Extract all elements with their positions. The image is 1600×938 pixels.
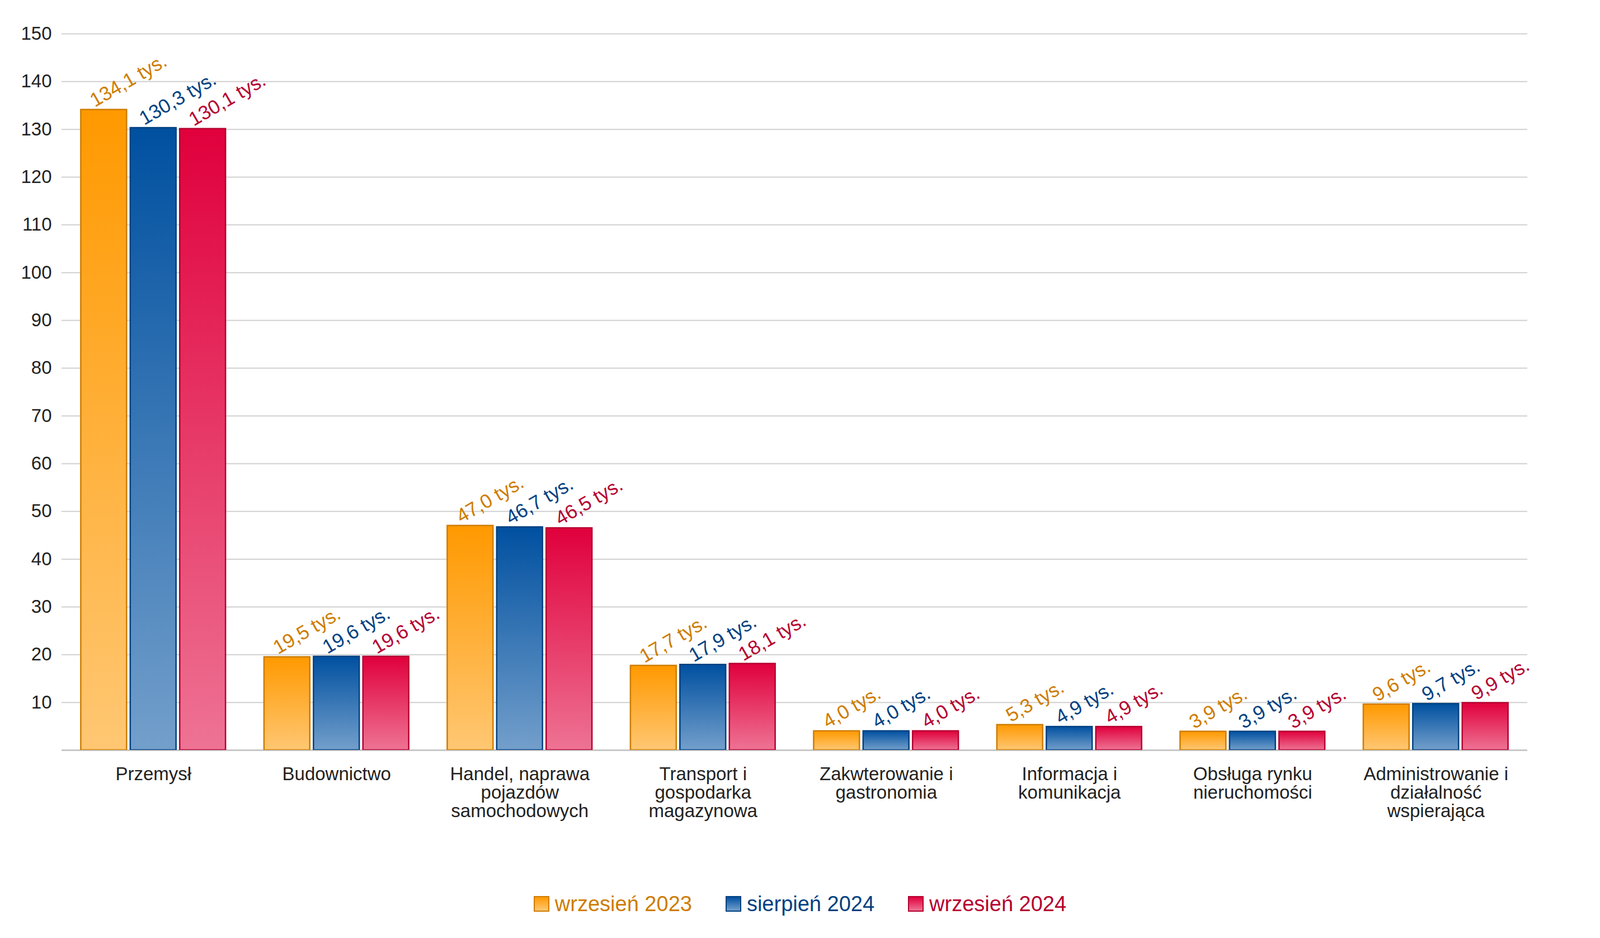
svg-text:80: 80 (31, 356, 53, 378)
svg-text:17,9 tys.: 17,9 tys. (684, 609, 760, 666)
svg-text:Informacja ikomunikacja: Informacja ikomunikacja (1018, 763, 1122, 803)
html-text:sierpień 2024: sierpień 2024 (746, 891, 875, 915)
svg-text:Transport igospodarkamagazynow: Transport igospodarkamagazynowa (648, 763, 759, 821)
svg-text:130,1 tys.: 130,1 tys. (184, 68, 270, 130)
svg-text:Przemysł: Przemysł (115, 763, 192, 784)
svg-text:130: 130 (20, 118, 52, 140)
svg-text:110: 110 (22, 213, 53, 235)
svg-text:90: 90 (31, 309, 53, 331)
svg-text:3,9 tys.: 3,9 tys. (1185, 681, 1251, 733)
svg-text:19,6 tys.: 19,6 tys. (318, 601, 394, 658)
svg-text:150: 150 (20, 22, 52, 44)
svg-text:18,1 tys.: 18,1 tys. (734, 608, 810, 665)
svg-text:46,7 tys.: 46,7 tys. (501, 472, 577, 528)
svg-text:9,9 tys.: 9,9 tys. (1467, 653, 1533, 704)
svg-text:Handel, naprawapojazdówsamocho: Handel, naprawapojazdówsamochodowych (450, 763, 591, 821)
svg-text:40: 40 (31, 548, 53, 569)
svg-text:19,5 tys.: 19,5 tys. (269, 601, 345, 658)
svg-text:70: 70 (31, 405, 53, 426)
svg-text:10: 10 (31, 691, 53, 713)
svg-text:5,3 tys.: 5,3 tys. (1001, 675, 1068, 726)
svg-text:130,3 tys.: 130,3 tys. (135, 67, 220, 129)
svg-text:4,9 tys.: 4,9 tys. (1100, 676, 1167, 728)
svg-text:30: 30 (31, 595, 53, 617)
html-text:wrzesień 2024: wrzesień 2024 (929, 891, 1067, 915)
svg-text:134,1 tys.: 134,1 tys. (85, 49, 171, 111)
svg-text:50: 50 (31, 500, 53, 521)
svg-text:4,0 tys.: 4,0 tys. (868, 681, 934, 732)
svg-text:4,0 tys.: 4,0 tys. (917, 681, 983, 732)
svg-text:140: 140 (20, 70, 52, 92)
svg-text:3,9 tys.: 3,9 tys. (1283, 681, 1350, 733)
svg-text:Zakwterowanie igastronomia: Zakwterowanie igastronomia (819, 763, 953, 803)
svg-text:46,5 tys.: 46,5 tys. (551, 473, 627, 530)
svg-text:3,9 tys.: 3,9 tys. (1234, 681, 1301, 733)
svg-text:9,7 tys.: 9,7 tys. (1417, 653, 1484, 705)
svg-text:9,6 tys.: 9,6 tys. (1368, 654, 1434, 706)
svg-text:20: 20 (31, 643, 53, 665)
html-text:wrzesień 2023: wrzesień 2023 (554, 891, 692, 915)
svg-text:4,0 tys.: 4,0 tys. (818, 681, 885, 732)
svg-text:Obsługa rynkunieruchomości: Obsługa rynkunieruchomości (1193, 763, 1313, 803)
svg-text:120: 120 (20, 166, 52, 187)
svg-text:100: 100 (20, 261, 52, 283)
svg-text:Budownictwo: Budownictwo (282, 763, 392, 784)
svg-text:47,0 tys.: 47,0 tys. (452, 470, 528, 527)
svg-text:19,6 tys.: 19,6 tys. (368, 601, 444, 658)
svg-text:60: 60 (31, 452, 53, 474)
svg-text:17,7 tys.: 17,7 tys. (635, 610, 711, 667)
svg-text:Administrowanie idziałalnośćws: Administrowanie idziałalnośćwspierająca (1363, 763, 1509, 821)
svg-text:4,9 tys.: 4,9 tys. (1051, 677, 1117, 728)
